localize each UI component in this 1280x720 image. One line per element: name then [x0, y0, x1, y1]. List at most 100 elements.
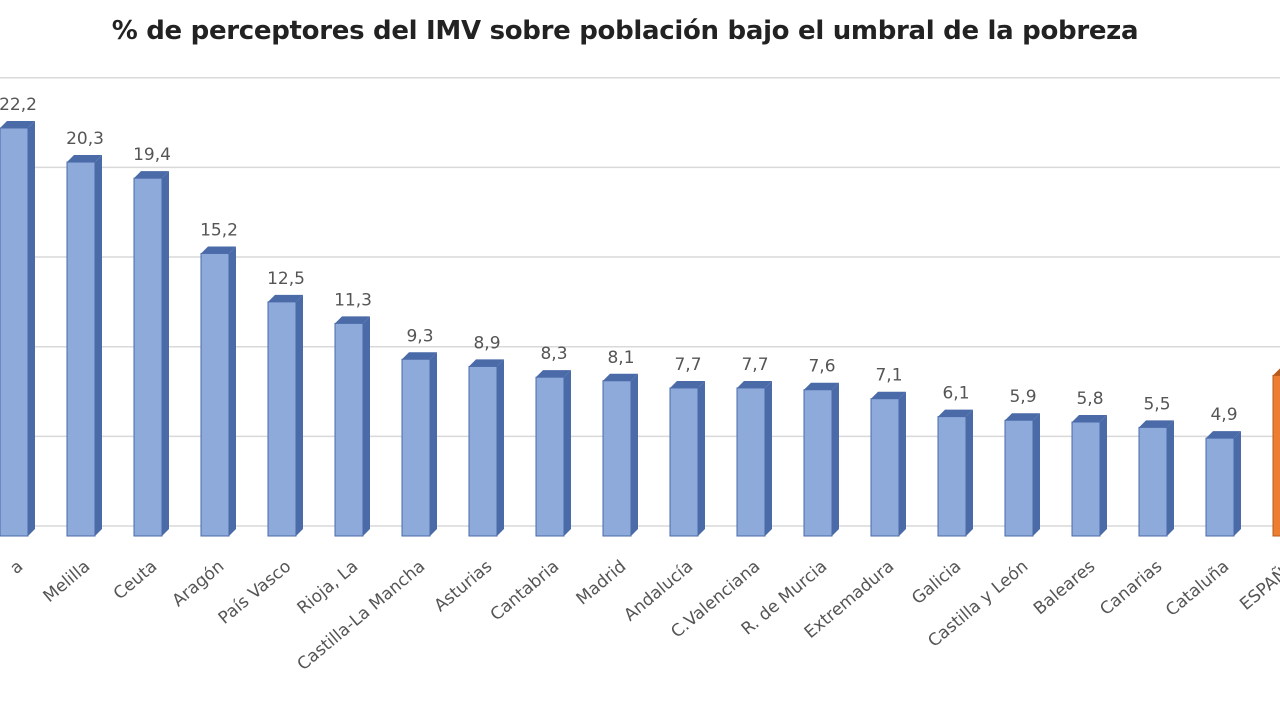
- bar: [200, 246, 236, 537]
- value-label: 7,7: [674, 355, 701, 375]
- category-label: Madrid: [573, 557, 631, 610]
- category-label: Castilla-La Mancha: [294, 557, 430, 675]
- bar-top: [134, 171, 169, 179]
- bar-front: [937, 416, 967, 537]
- bar: [66, 155, 102, 537]
- bar: [401, 352, 437, 537]
- bar-side: [296, 294, 303, 536]
- bar-side: [564, 370, 571, 536]
- category-label: Aragón: [169, 557, 229, 612]
- value-label: 8,1: [607, 348, 634, 368]
- bar-side: [229, 246, 236, 537]
- bar-top: [67, 155, 102, 163]
- bar-top: [201, 246, 236, 254]
- value-label: 7,1: [875, 366, 902, 386]
- category-label: Cataluña: [1162, 557, 1233, 621]
- chart-title: % de perceptores del IMV sobre población…: [111, 16, 1139, 46]
- category-label: País Vasco: [215, 557, 295, 629]
- bar-top: [1273, 368, 1280, 376]
- bar-top: [469, 359, 504, 367]
- bar: [870, 391, 906, 537]
- bar-top: [938, 409, 973, 417]
- bar: [0, 120, 35, 537]
- bar-side: [1167, 420, 1174, 536]
- bar-front: [669, 387, 699, 537]
- bar-side: [430, 352, 437, 536]
- bar: [535, 370, 571, 537]
- bar-side: [765, 380, 772, 536]
- bar-top: [670, 380, 705, 388]
- category-label: ESPAÑA: [1235, 555, 1280, 615]
- category-label: Asturias: [431, 556, 497, 616]
- bar-top: [603, 373, 638, 381]
- bar-top: [1005, 413, 1040, 421]
- bar-side: [95, 155, 102, 536]
- bar: [133, 171, 169, 537]
- value-label: 12,5: [267, 269, 305, 289]
- bar: [803, 382, 839, 537]
- value-label: 5,9: [1009, 387, 1036, 407]
- category-label: Ceuta: [110, 557, 161, 605]
- bar: [937, 409, 973, 537]
- bar: [1272, 368, 1280, 537]
- value-label: 19,4: [133, 145, 171, 165]
- bar-front: [267, 301, 297, 537]
- bar-front: [401, 358, 431, 537]
- category-label: Cantabria: [487, 557, 563, 626]
- value-label: 8,9: [473, 333, 500, 353]
- bar-top: [1139, 420, 1174, 428]
- bar-top: [737, 380, 772, 388]
- value-label: 20,3: [66, 129, 104, 149]
- bar-front: [1071, 421, 1101, 537]
- category-label: a: [6, 557, 27, 579]
- bar-front: [1004, 419, 1034, 537]
- bar-top: [402, 352, 437, 360]
- bar: [602, 373, 638, 537]
- bar-side: [363, 316, 370, 536]
- bar-top: [536, 370, 571, 378]
- bar-side: [631, 373, 638, 536]
- bar-front: [535, 376, 565, 537]
- bar-front: [736, 387, 766, 537]
- value-label: 6,1: [942, 384, 969, 404]
- bar-top: [1072, 415, 1107, 423]
- bar-front: [1205, 437, 1235, 537]
- bar-top: [1206, 431, 1241, 439]
- bar: [736, 380, 772, 537]
- bar: [1071, 415, 1107, 537]
- value-label: 8,3: [540, 344, 567, 364]
- bar-front: [200, 252, 230, 537]
- bar-top: [268, 294, 303, 302]
- value-label: 5,8: [1076, 389, 1103, 409]
- bar-front: [803, 389, 833, 537]
- category-label: Melilla: [40, 557, 95, 607]
- bar: [1205, 431, 1241, 537]
- bar-top: [0, 120, 35, 128]
- bar: [334, 316, 370, 537]
- value-label: 9,3: [406, 326, 433, 346]
- bar-front: [334, 322, 364, 537]
- bar: [468, 359, 504, 537]
- bar-side: [899, 391, 906, 536]
- value-label: 15,2: [200, 220, 238, 240]
- bar-front: [1272, 374, 1280, 537]
- bar-side: [28, 120, 35, 536]
- bar-top: [804, 382, 839, 390]
- bar-top: [871, 391, 906, 399]
- value-label: 5,5: [1143, 394, 1170, 414]
- bar: [267, 294, 303, 537]
- bar-front: [1138, 426, 1168, 537]
- bars: [0, 120, 1280, 537]
- category-label: Baleares: [1030, 556, 1099, 619]
- bar-front: [602, 380, 632, 537]
- value-label: 22,2: [0, 95, 37, 115]
- value-label: 7,6: [808, 357, 835, 377]
- bar-side: [1100, 415, 1107, 536]
- bar: [1004, 413, 1040, 537]
- bar-side: [832, 382, 839, 536]
- bar-side: [1234, 431, 1241, 536]
- bar-side: [698, 380, 705, 536]
- bar-front: [870, 398, 900, 537]
